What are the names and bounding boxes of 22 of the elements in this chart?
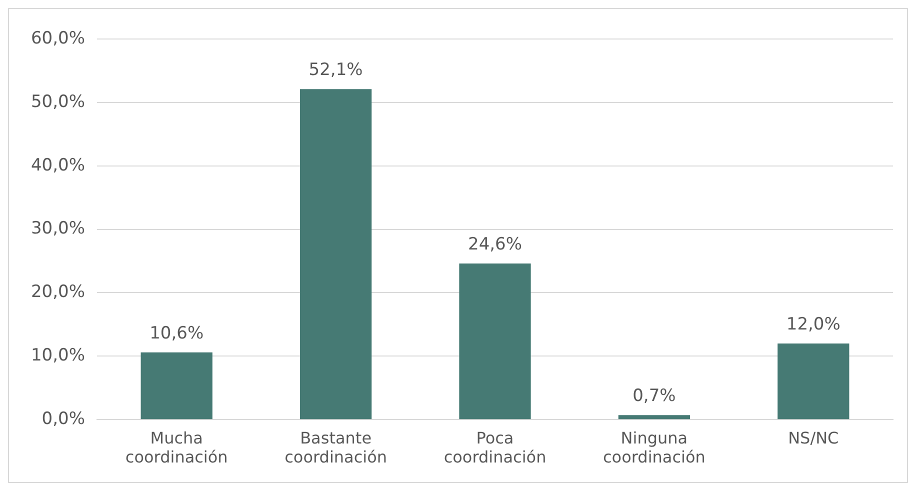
x-tick-label: Poca coordinación <box>444 428 546 467</box>
y-tick-label: 30,0% <box>30 218 86 239</box>
data-label: 12,0% <box>786 314 840 334</box>
data-label: 0,7% <box>632 386 676 406</box>
bar <box>778 343 850 420</box>
x-tick-label: NS/NC <box>788 428 839 448</box>
bar <box>140 352 212 420</box>
data-label: 24,6% <box>468 234 522 254</box>
data-label: 10,6% <box>150 323 204 344</box>
x-tick-label: Mucha coordinación <box>125 428 228 467</box>
bar <box>459 264 531 420</box>
y-tick-label: 50,0% <box>30 92 86 112</box>
bar <box>618 415 690 420</box>
y-tick-label: 10,0% <box>30 346 86 366</box>
y-tick-label: 40,0% <box>30 155 86 176</box>
y-tick-label: 20,0% <box>30 282 86 302</box>
bar <box>300 89 372 420</box>
y-tick-label: 60,0% <box>30 28 86 48</box>
y-tick-label: 0,0% <box>42 409 86 430</box>
data-label: 52,1% <box>308 60 363 80</box>
x-tick-label: Bastante coordinación <box>284 428 387 467</box>
x-tick-label: Ninguna coordinación <box>603 428 706 467</box>
